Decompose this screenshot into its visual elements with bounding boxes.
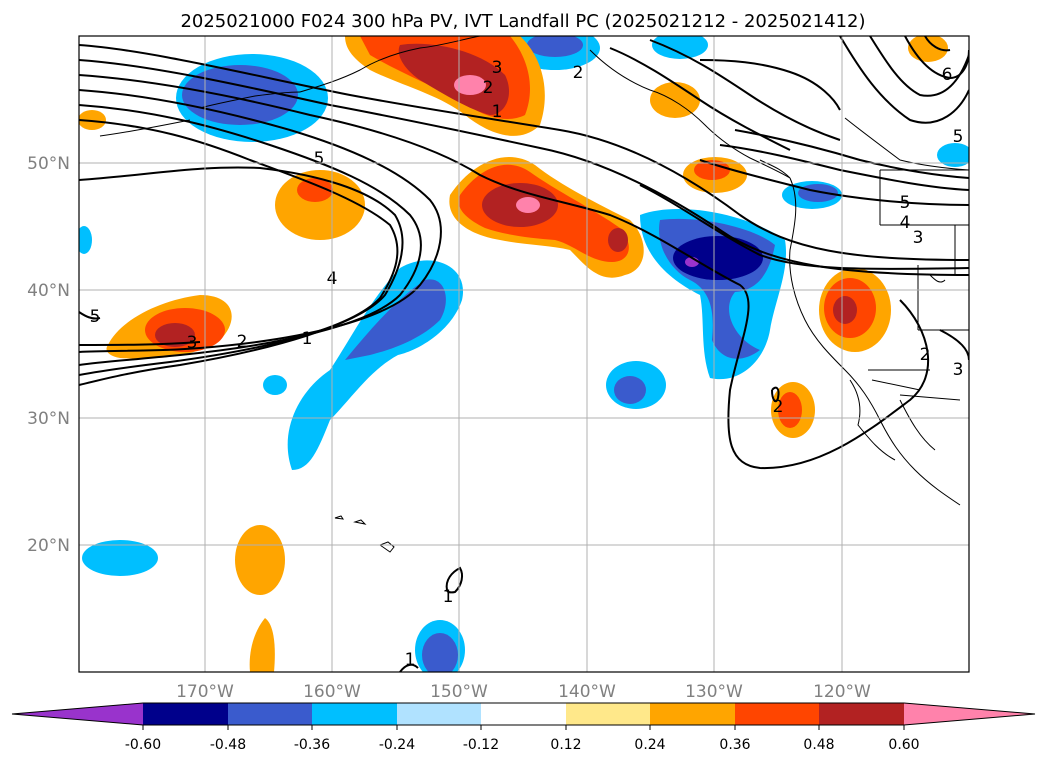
x-tick-label: 130°W (685, 682, 743, 702)
gridlines (79, 36, 969, 672)
contour-label: 5 (900, 193, 911, 213)
contour-label: 2 (573, 63, 584, 83)
contour-label: 3 (187, 333, 198, 353)
contour-label: 1 (443, 587, 454, 607)
colorbar-tick-label: 0.48 (803, 737, 834, 753)
contour-label: 4 (900, 213, 911, 233)
contour-label: 3 (953, 360, 964, 380)
x-axis-labels: 170°W 160°W 150°W 140°W 130°W 120°W (176, 682, 871, 702)
contour-label: 1 (302, 329, 313, 349)
ivt-contours (79, 36, 969, 672)
y-tick-label: 40°N (27, 281, 70, 301)
contour-label: 3 (492, 58, 503, 78)
contour-label: 2 (483, 78, 494, 98)
colorbar-tick-label: -0.48 (210, 737, 246, 753)
colorbar-bin (143, 703, 228, 725)
colorbar-tick-label: -0.60 (125, 737, 161, 753)
contour-label: 3 (913, 228, 924, 248)
colorbar-tick-label: -0.24 (379, 737, 415, 753)
map-frame (78, 35, 970, 673)
colorbar-bin (312, 703, 397, 725)
x-tick-label: 170°W (176, 682, 234, 702)
colorbar-extend-low (12, 703, 143, 725)
contour-label: 5 (314, 149, 325, 169)
colorbar-bin (819, 703, 904, 725)
contour-label: 2 (920, 345, 931, 365)
colorbar-bin (228, 703, 312, 725)
contour-label: 1 (492, 102, 503, 122)
contour-label: 5 (90, 307, 101, 327)
x-tick-label: 120°W (813, 682, 871, 702)
y-tick-label: 20°N (27, 536, 70, 556)
contour-label: 5 (953, 127, 964, 147)
y-tick-label: 30°N (27, 409, 70, 429)
x-tick-label: 150°W (430, 682, 488, 702)
colorbar-bin (735, 703, 819, 725)
x-tick-label: 160°W (303, 682, 361, 702)
colorbar-tick-label: 0.12 (550, 737, 581, 753)
colorbar: -0.60 -0.48 -0.36 -0.24 -0.12 0.12 0.24 … (11, 702, 1036, 753)
contour-label: 2 (237, 332, 248, 352)
contour-label: 2 (773, 397, 784, 417)
colorbar-tick-label: -0.12 (463, 737, 499, 753)
colorbar-tick-label: 0.24 (634, 737, 665, 753)
y-axis-labels: 50°N 40°N 30°N 20°N (27, 154, 70, 556)
x-tick-label: 140°W (558, 682, 616, 702)
colorbar-extend-high (904, 703, 1035, 725)
colorbar-tick-label: -0.36 (294, 737, 330, 753)
colorbar-bin (481, 703, 566, 725)
colorbar-bin (566, 703, 650, 725)
plot-title: 2025021000 F024 300 hPa PV, IVT Landfall… (180, 11, 865, 32)
colorbar-bin (650, 703, 735, 725)
colorbar-bin (397, 703, 481, 725)
colorbar-tick-label: 0.36 (719, 737, 750, 753)
contour-label: 6 (942, 65, 953, 85)
colorbar-tick-label: 0.60 (888, 737, 919, 753)
map-area: 5 4 3 2 1 3 2 1 2 5 4 3 2 2 6 5 1 1 3 5 (79, 36, 969, 672)
y-tick-label: 50°N (27, 154, 70, 174)
contour-label: 1 (405, 650, 416, 670)
